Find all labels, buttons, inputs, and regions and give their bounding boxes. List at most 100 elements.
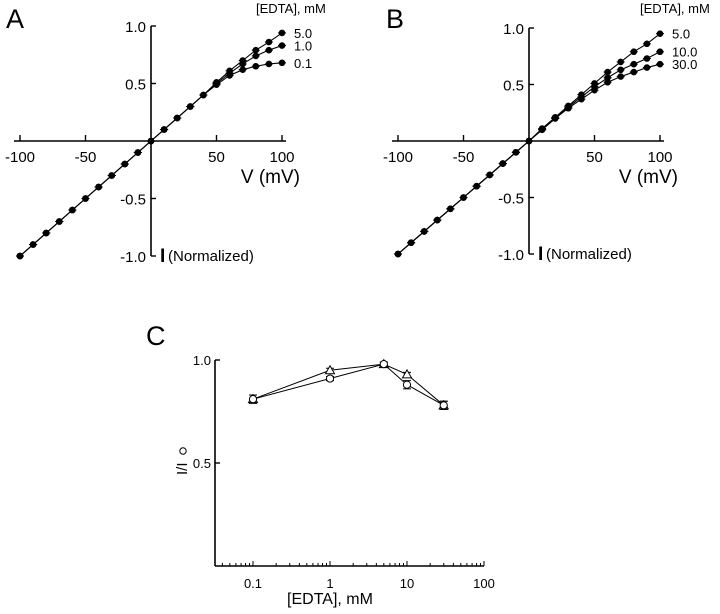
series-line-triangle (252, 363, 445, 406)
x-tick-label: 100 (647, 149, 672, 166)
y-tick-label: 1.0 (193, 353, 211, 368)
legend-entry-0.1: 0.1 (294, 56, 312, 71)
data-point (265, 38, 273, 46)
data-point (82, 195, 89, 202)
legend-entry-10.0: 10.0 (672, 45, 697, 60)
data-point-triangle (401, 368, 413, 379)
y-tick-label: 1.0 (503, 21, 524, 38)
panel-a-chart: -100 -50 50 100 1.0 0.5 -0.5 -1.0 V (mV) I (Normal… (5, 1, 326, 267)
x-tick-label: -50 (75, 149, 97, 166)
data-point (239, 66, 246, 73)
x-tick-label: 100 (269, 149, 294, 166)
data-point (42, 229, 50, 237)
y-tick-label: 1.0 (125, 19, 146, 36)
data-point (278, 29, 286, 37)
data-point (265, 46, 273, 54)
y-tick-label: -0.5 (498, 191, 524, 208)
panel-label-b: B (386, 4, 404, 34)
data-point (525, 137, 533, 145)
data-point (643, 40, 651, 48)
data-point (538, 126, 546, 133)
data-point (617, 73, 624, 80)
data-point (604, 74, 611, 82)
data-point (473, 182, 480, 190)
y-axis-label: I/I (174, 462, 191, 475)
data-point (656, 48, 664, 56)
y-tick-label: 0.5 (503, 78, 524, 95)
series-line-circle (252, 363, 444, 406)
data-point (69, 206, 76, 214)
data-point (134, 149, 142, 156)
data-point (147, 137, 155, 145)
y-tick-label: -0.5 (120, 192, 146, 209)
data-point (578, 95, 585, 103)
data-point (252, 46, 260, 54)
data-point (108, 172, 115, 179)
data-point (213, 81, 220, 88)
data-point (29, 241, 37, 248)
legend-entry-1.0: 1.0 (294, 39, 312, 54)
data-point (226, 72, 233, 79)
x-tick-label: 0.1 (244, 576, 262, 591)
legend-title: [EDTA], mM (256, 1, 326, 16)
data-point (643, 55, 651, 62)
data-point (265, 60, 273, 68)
data-point (499, 160, 507, 167)
data-point (407, 239, 415, 246)
data-point (278, 59, 286, 67)
data-point (512, 149, 520, 156)
panel-c-chart: 0.1 1 10 100 1.0 0.5 [EDTA], mM I/I (174, 353, 495, 608)
x-tick-label: -50 (453, 149, 475, 166)
x-tick-label: 100 (473, 576, 495, 591)
y-tick-label: -1.0 (498, 247, 524, 264)
data-point (630, 68, 638, 76)
data-point (95, 183, 102, 191)
data-point (173, 114, 181, 122)
data-point (239, 60, 246, 68)
data-point (187, 103, 194, 110)
y-tick-label: -1.0 (120, 249, 146, 266)
data-point (252, 62, 260, 70)
data-point-circle (439, 401, 448, 410)
data-point (121, 160, 129, 168)
data-point (56, 218, 63, 225)
data-point-circle (402, 380, 412, 389)
x-tick-label: 1 (326, 576, 333, 591)
y-axis-label-subscript-o (179, 447, 187, 455)
data-point (565, 104, 572, 112)
y-tick-label: 0.5 (193, 456, 211, 471)
y-axis-label-unit: (Normalized) (546, 246, 632, 263)
legend-title: [EDTA], mM (640, 1, 710, 16)
data-point (656, 60, 664, 68)
data-point (617, 66, 624, 74)
data-point (604, 68, 611, 76)
data-point (656, 30, 664, 37)
data-point (630, 48, 638, 56)
data-point (591, 86, 598, 94)
data-point (551, 115, 559, 122)
panel-label-a: A (6, 4, 24, 34)
data-point (252, 52, 260, 60)
legend-entry-5.0: 5.0 (294, 26, 312, 41)
panel-b-chart: -100 -50 50 100 1.0 0.5 -0.5 -1.0 V (mV) I (Normal… (383, 1, 710, 265)
x-tick-label: 10 (400, 576, 414, 591)
data-point-circle (379, 360, 388, 369)
data-point (278, 42, 286, 49)
y-axis-label-symbol: I (160, 246, 165, 267)
data-point (160, 126, 168, 133)
x-tick-label: 50 (586, 149, 603, 166)
data-point-triangle (324, 364, 336, 375)
y-axis-label-unit: (Normalized) (168, 248, 254, 265)
panel-label-c: C (146, 321, 166, 351)
data-point (434, 216, 441, 224)
y-tick-label: 0.5 (125, 77, 146, 94)
data-point (200, 91, 207, 99)
x-tick-label: 50 (208, 149, 225, 166)
data-point (447, 205, 454, 213)
data-point (486, 171, 494, 179)
data-point (604, 78, 611, 86)
x-tick-label: -100 (383, 149, 413, 166)
x-axis-label: V (mV) (241, 167, 300, 188)
data-point-circle (248, 395, 258, 404)
